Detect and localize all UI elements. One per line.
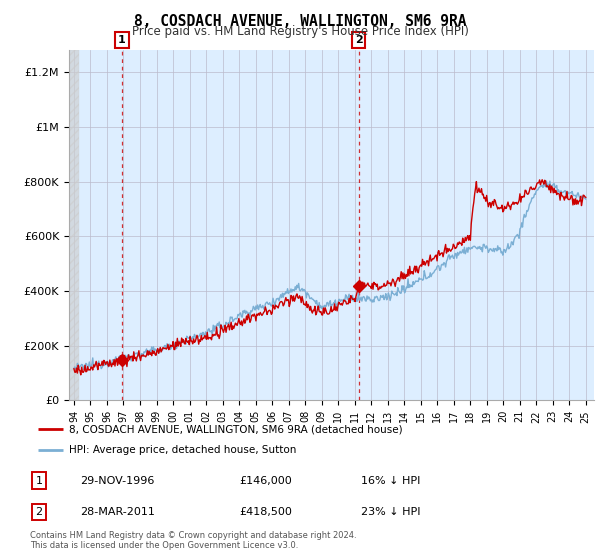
Text: 1: 1 (35, 475, 43, 486)
Text: HPI: Average price, detached house, Sutton: HPI: Average price, detached house, Sutt… (68, 445, 296, 455)
Bar (69, 50, 79, 400)
Text: 1: 1 (118, 35, 126, 45)
Text: 16% ↓ HPI: 16% ↓ HPI (361, 475, 421, 486)
Text: 8, COSDACH AVENUE, WALLINGTON, SM6 9RA (detached house): 8, COSDACH AVENUE, WALLINGTON, SM6 9RA (… (68, 424, 402, 434)
Text: 2: 2 (355, 35, 362, 45)
Text: 8, COSDACH AVENUE, WALLINGTON, SM6 9RA: 8, COSDACH AVENUE, WALLINGTON, SM6 9RA (134, 14, 466, 29)
Text: 23% ↓ HPI: 23% ↓ HPI (361, 507, 421, 517)
Text: 29-NOV-1996: 29-NOV-1996 (80, 475, 154, 486)
Text: Price paid vs. HM Land Registry's House Price Index (HPI): Price paid vs. HM Land Registry's House … (131, 25, 469, 38)
Text: Contains HM Land Registry data © Crown copyright and database right 2024.
This d: Contains HM Land Registry data © Crown c… (30, 531, 356, 550)
Text: 28-MAR-2011: 28-MAR-2011 (80, 507, 155, 517)
Text: £418,500: £418,500 (240, 507, 293, 517)
Text: 2: 2 (35, 507, 43, 517)
Text: £146,000: £146,000 (240, 475, 293, 486)
